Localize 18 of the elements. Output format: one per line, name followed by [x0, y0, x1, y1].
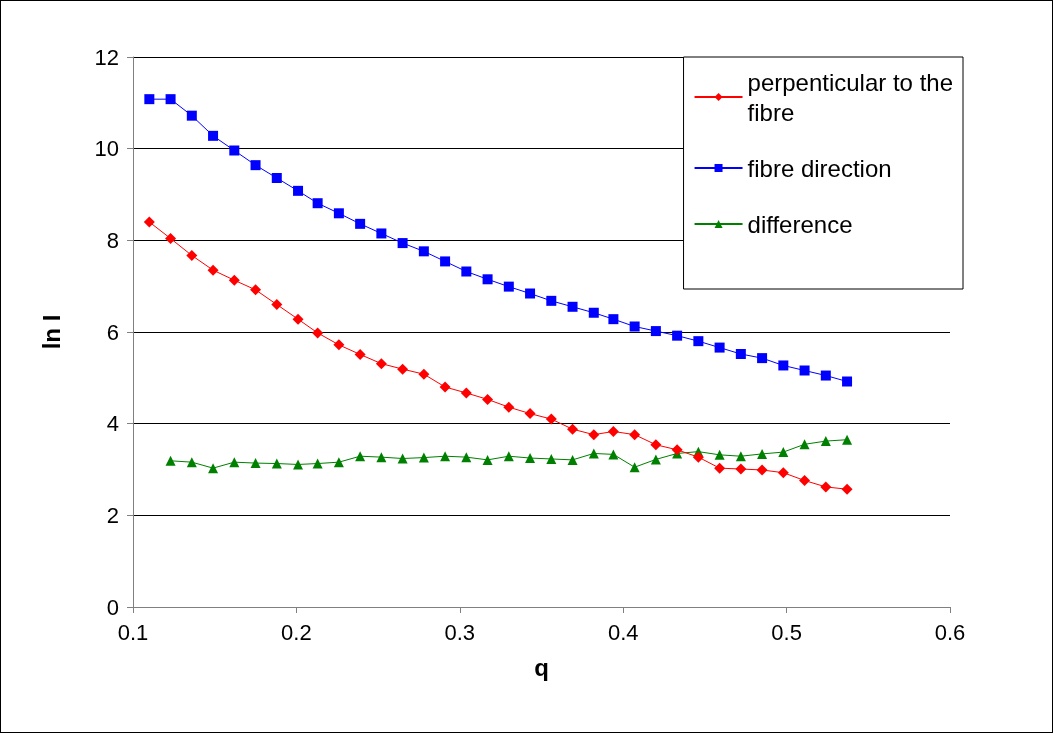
y-tick-label: 8 — [106, 227, 119, 253]
x-tick-label: 0.5 — [771, 619, 802, 645]
y-axis-title: ln I — [37, 314, 65, 350]
y-tick-label: 10 — [94, 136, 119, 162]
x-tick-label: 0.6 — [934, 619, 966, 645]
y-tick-label: 0 — [106, 594, 119, 620]
y-tick-label: 6 — [106, 319, 119, 345]
y-tick-label: 12 — [94, 44, 119, 70]
y-tick-label: 4 — [106, 411, 119, 437]
y-tick-label: 2 — [106, 502, 119, 528]
x-tick-label: 0.4 — [607, 619, 639, 645]
x-axis-title: q — [534, 653, 549, 681]
x-tick-label: 0.2 — [281, 619, 312, 645]
legend-label: difference — [747, 210, 853, 238]
x-tick-label: 0.1 — [117, 619, 149, 645]
legend-label: fibre direction — [747, 154, 892, 182]
x-tick-label: 0.3 — [444, 619, 476, 645]
legend-label: perpenticular to the fibre — [747, 68, 953, 126]
